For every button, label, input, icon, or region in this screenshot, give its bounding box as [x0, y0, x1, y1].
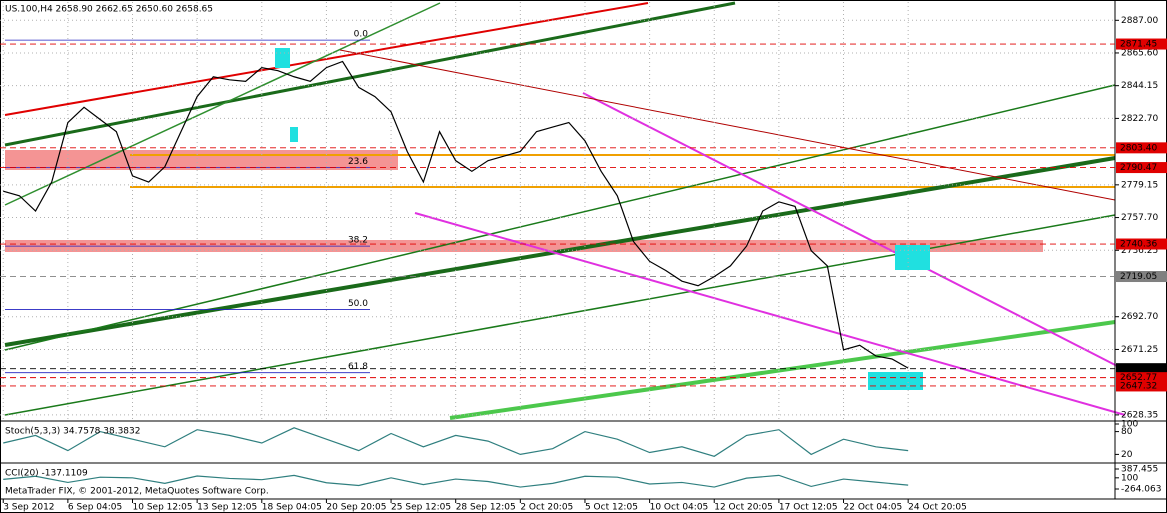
y-tick-label: 387.455 [1121, 464, 1158, 474]
y-tick-label: 2822.70 [1121, 114, 1158, 124]
marker [275, 48, 290, 68]
x-tick-label: 13 Sep 12:05 [197, 503, 257, 513]
y-tick-label: 20 [1121, 450, 1133, 460]
y-tick-label: 2865.60 [1121, 48, 1158, 58]
fib-label: 23.6 [348, 157, 368, 167]
footer: MetaTrader FIX, © 2001-2012, MetaQuotes … [5, 487, 269, 497]
level-box [1116, 142, 1167, 154]
x-tick-label: 25 Sep 12:05 [391, 503, 451, 513]
level-label: 2740.36 [1120, 240, 1157, 250]
x-tick-label: 12 Oct 20:05 [714, 503, 773, 513]
x-tick-label: 22 Oct 04:05 [844, 503, 903, 513]
level-label: 2652.77 [1120, 373, 1157, 383]
level-box [1116, 238, 1167, 250]
level-label: 2658.65 [1120, 364, 1157, 374]
x-tick-label: 20 Sep 20:05 [326, 503, 386, 513]
fib-label: 50.0 [348, 299, 368, 309]
level-box [1116, 271, 1167, 283]
panel-title: US.100,H4 2658.90 2662.65 2650.60 2658.6… [5, 5, 213, 15]
fib-label: 38.2 [348, 236, 368, 246]
drawings [4, 1, 1126, 420]
y-tick-label: 100 [1121, 473, 1138, 483]
price-line [3, 60, 909, 369]
y-tick-label: 2887.00 [1121, 16, 1158, 26]
y-tick-label: 2844.15 [1121, 81, 1158, 91]
panel-title: Stoch(5,3,3) 34.7578 38.3832 [5, 427, 140, 437]
x-tick-label: 10 Oct 04:05 [650, 503, 709, 513]
y-tick-label: 80 [1121, 427, 1133, 437]
x-tick-label: 24 Oct 20:05 [908, 503, 967, 513]
trend-line [4, 2, 441, 206]
y-tick-label: -264.063 [1121, 485, 1161, 495]
y-tick-label: 2757.70 [1121, 213, 1158, 223]
fib-label: 61.8 [348, 362, 368, 372]
trend-line [449, 320, 1116, 420]
x-tick-label: 28 Sep 12:05 [456, 503, 516, 513]
y-tick-label: 100 [1121, 420, 1138, 430]
level-label: 2647.32 [1120, 381, 1157, 391]
x-tick-label: 5 Oct 12:05 [585, 503, 638, 513]
marker [895, 245, 930, 270]
trend-line [4, 1, 736, 147]
x-tick-label: 17 Oct 12:05 [779, 503, 838, 513]
y-tick-label: 2671.25 [1121, 345, 1158, 355]
x-tick-label: 18 Sep 04:05 [262, 503, 322, 513]
trend-line [4, 156, 1116, 347]
price-line [3, 474, 909, 488]
panel-title: CCI(20) -137.1109 [5, 469, 88, 479]
x-tick-label: 6 Sep 04:05 [68, 503, 122, 513]
x-tick-label: 10 Sep 12:05 [133, 503, 193, 513]
level-label: 2803.40 [1120, 143, 1157, 153]
level-box [1116, 380, 1167, 392]
price-line [3, 427, 909, 457]
trend-line [4, 2, 649, 116]
level-label: 2790.47 [1120, 163, 1157, 173]
level-box [1116, 372, 1167, 384]
y-tick-label: 2736.25 [1121, 246, 1158, 256]
trend-line [582, 92, 1126, 371]
y-tick-label: 2692.70 [1121, 312, 1158, 322]
y-tick-label: 2779.15 [1121, 180, 1158, 190]
level-label: 2719.05 [1120, 272, 1157, 282]
trend-line [339, 49, 1116, 201]
zone [5, 240, 1043, 252]
x-tick-label: 2 Oct 20:05 [520, 503, 573, 513]
level-box [1116, 363, 1167, 375]
marker [290, 127, 298, 142]
y-tick-label: 2628.35 [1121, 410, 1158, 420]
level-label: 2871.45 [1120, 40, 1157, 50]
trend-line [414, 212, 1126, 416]
level-box [1116, 38, 1167, 50]
x-tick-label: 3 Sep 2012 [3, 503, 54, 513]
level-box [1116, 162, 1167, 174]
fib-label: 0.0 [354, 30, 369, 40]
marker [868, 372, 923, 390]
